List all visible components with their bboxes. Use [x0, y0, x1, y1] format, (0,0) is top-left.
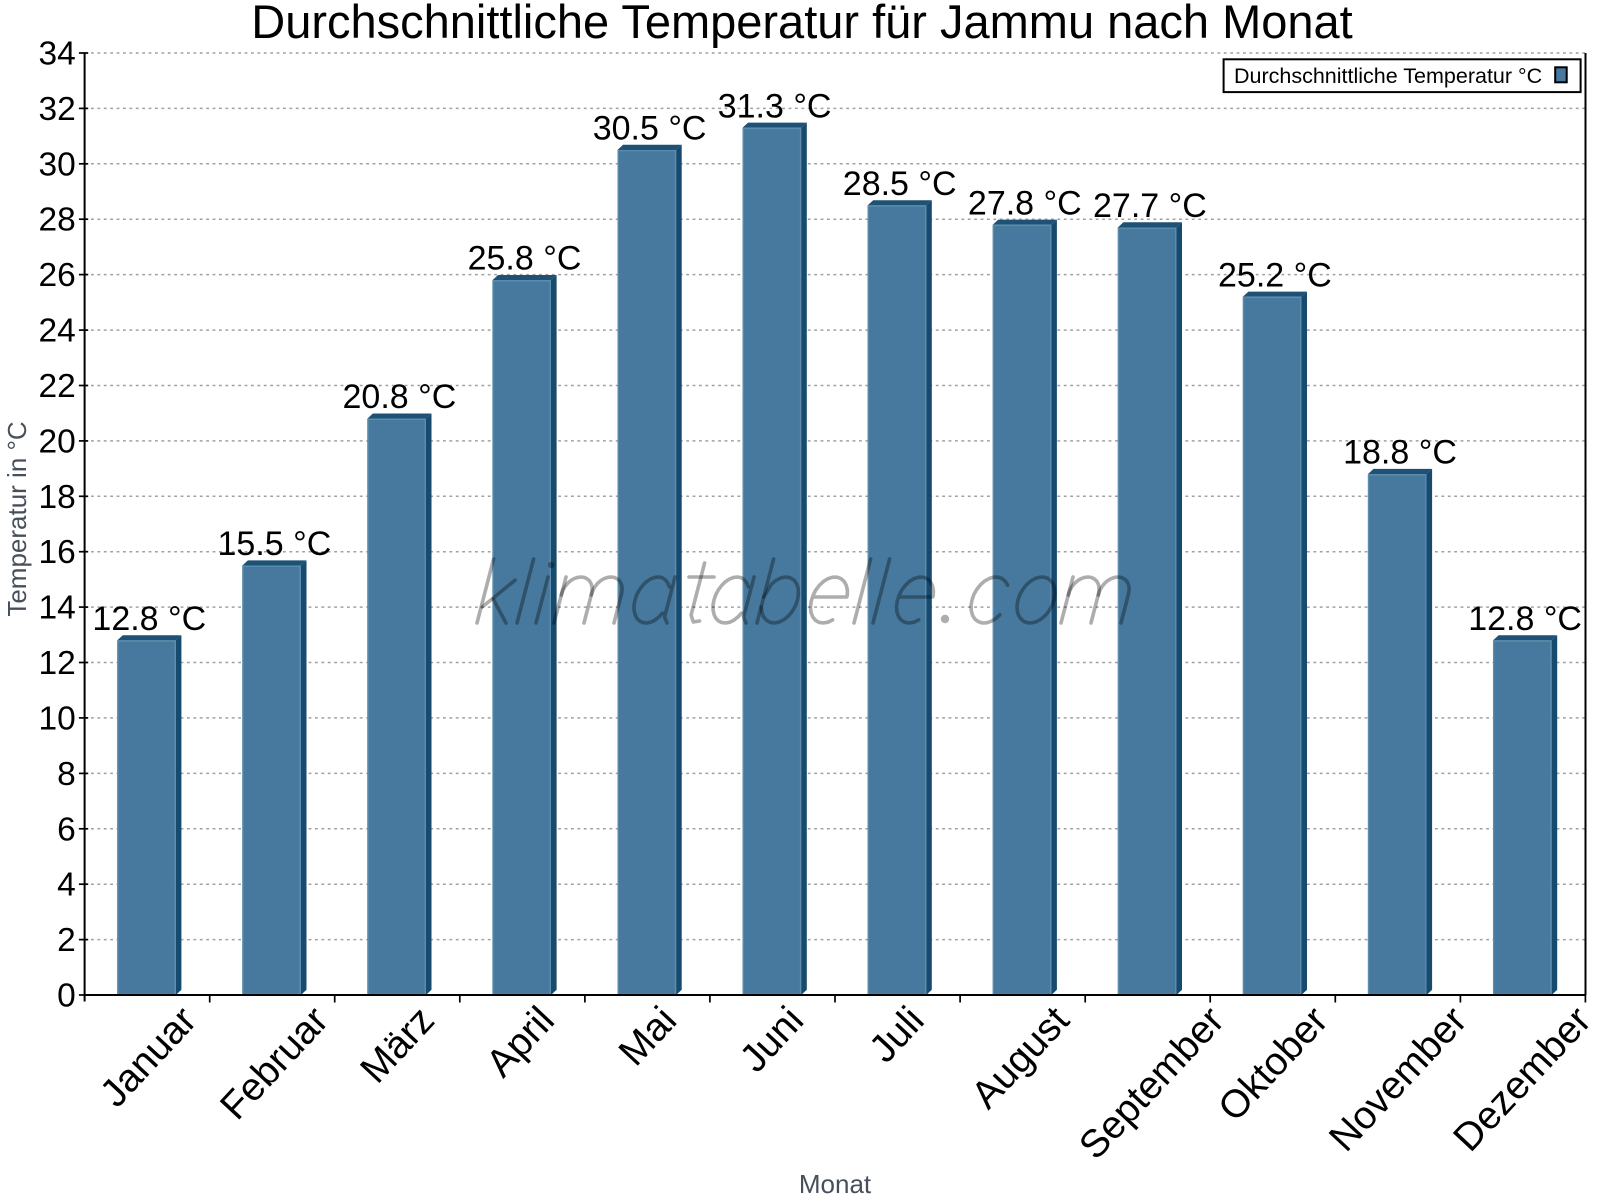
svg-text:25.2 °C: 25.2 °C [1218, 256, 1332, 294]
svg-text:27.8 °C: 27.8 °C [968, 184, 1082, 222]
svg-text:22: 22 [39, 368, 76, 405]
svg-text:26: 26 [39, 257, 76, 294]
svg-text:25.8 °C: 25.8 °C [468, 240, 582, 278]
svg-text:18: 18 [39, 479, 76, 516]
svg-text:27.7 °C: 27.7 °C [1093, 187, 1207, 225]
svg-text:18.8 °C: 18.8 °C [1343, 434, 1457, 472]
svg-text:34: 34 [39, 36, 76, 73]
svg-text:20: 20 [39, 423, 76, 460]
svg-text:28.5 °C: 28.5 °C [843, 165, 957, 203]
svg-text:12: 12 [39, 645, 76, 682]
svg-text:Durchschnittliche Temperatur °: Durchschnittliche Temperatur °C [1234, 64, 1542, 88]
svg-text:24: 24 [39, 313, 76, 350]
svg-text:6: 6 [57, 811, 76, 848]
svg-text:Durchschnittliche Temperatur f: Durchschnittliche Temperatur für Jammu n… [251, 0, 1353, 48]
svg-text:0: 0 [57, 978, 76, 1015]
svg-text:20.8 °C: 20.8 °C [343, 378, 457, 416]
svg-text:Temperatur in °C: Temperatur in °C [2, 421, 32, 616]
svg-text:12.8 °C: 12.8 °C [1468, 600, 1582, 638]
svg-text:30.5 °C: 30.5 °C [593, 110, 707, 148]
svg-text:12.8 °C: 12.8 °C [92, 600, 206, 638]
svg-text:2: 2 [57, 922, 76, 959]
svg-text:28: 28 [39, 202, 76, 239]
svg-text:15.5 °C: 15.5 °C [218, 525, 332, 563]
svg-text:14: 14 [39, 590, 76, 627]
svg-text:Monat: Monat [799, 1169, 872, 1199]
svg-text:16: 16 [39, 534, 76, 571]
svg-text:4: 4 [57, 867, 76, 904]
svg-text:31.3 °C: 31.3 °C [718, 87, 832, 125]
svg-text:32: 32 [39, 91, 76, 128]
svg-text:10: 10 [39, 700, 76, 737]
svg-text:30: 30 [39, 146, 76, 183]
svg-text:8: 8 [57, 756, 76, 793]
